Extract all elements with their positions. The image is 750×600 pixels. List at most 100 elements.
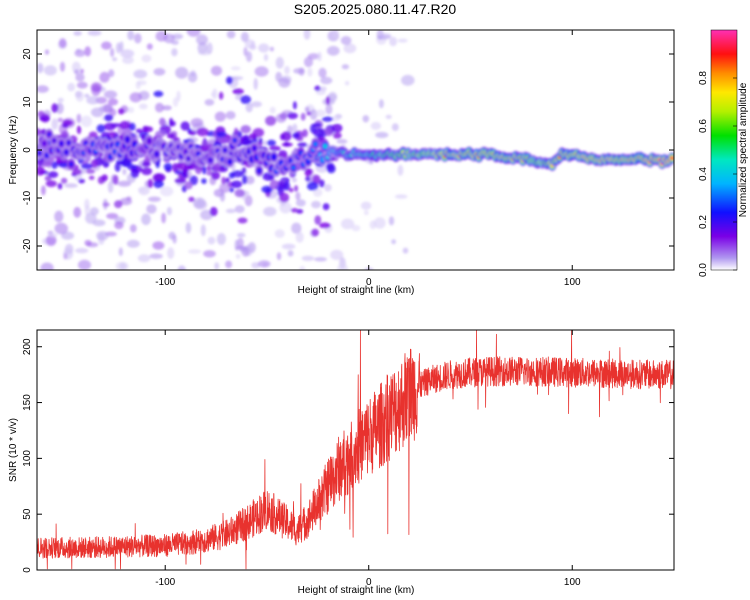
spectrogram-ridge-cell (44, 153, 49, 158)
spectrogram-noise-blob (57, 117, 64, 123)
spectrogram-noise-blob (185, 222, 192, 234)
spectrogram-noise-blob (251, 101, 262, 108)
spectrogram-scatter-blob (241, 167, 247, 174)
spectrogram-noise-blob (59, 61, 66, 72)
spectrogram-noise-blob (122, 168, 127, 176)
spectrogram-scatter-blob (234, 189, 245, 198)
spectrogram-noise-blob (75, 247, 89, 254)
spectrogram-noise-blob (262, 140, 268, 146)
spectrogram-scatter-blob (294, 185, 299, 192)
spectrogram-noise-blob (84, 46, 91, 57)
spectrogram-scatter-blob (48, 171, 59, 179)
spectrogram-noise-blob (309, 109, 318, 121)
spectrogram-noise-blob (351, 224, 361, 232)
spectrogram-noise-blob (225, 260, 233, 269)
spectrogram-scatter-blob (240, 125, 251, 134)
spectrogram-scatter-blob (261, 185, 273, 194)
spectrogram-scatter-blob (196, 127, 209, 137)
spectrogram-noise-blob (126, 239, 140, 248)
spectrogram-ridge-cell (115, 142, 120, 146)
spectrogram-ytick-label: 20 (22, 48, 33, 60)
spectrogram-noise-blob (216, 233, 226, 245)
spectrogram-scatter-blob (141, 167, 153, 176)
spectrogram-noise-blob (54, 222, 69, 235)
spectrogram-noise-blob (102, 202, 111, 207)
spectrogram-scatter-blob (269, 179, 279, 190)
spectrogram-noise-blob (360, 201, 372, 210)
spectrogram-ridge-cell (298, 151, 303, 155)
spectrogram-noise-blob (106, 213, 119, 220)
spectrogram-noise-blob (254, 66, 269, 77)
spectrogram-ridge-cell (125, 137, 130, 142)
spectrogram-noise-blob (171, 40, 179, 45)
spectrogram-noise-blob (172, 97, 179, 107)
spectrogram-noise-blob (279, 201, 292, 214)
colorbar-tick-label: 0.4 (698, 167, 709, 181)
spectrogram-ridge-cell (179, 154, 184, 158)
spectrogram-ridge-cell (132, 142, 137, 146)
spectrogram-noise-blob (258, 43, 270, 53)
spectrogram-noise-blob (146, 43, 153, 50)
spectrogram-scatter-blob (217, 136, 230, 144)
snr-ylabel: SNR (10 * v/v) (8, 418, 19, 482)
spectrogram-noise-blob (118, 247, 123, 257)
spectrogram-xlabel: Height of straight line (km) (298, 285, 415, 296)
spectrogram-noise-blob (119, 197, 132, 206)
spectrogram-scatter-blob (104, 114, 114, 122)
spectrogram-noise-blob (101, 41, 112, 50)
spectrogram-scatter-blob (159, 117, 166, 126)
spectrogram-scatter-blob (60, 177, 68, 184)
spectrogram-scatter-blob (206, 164, 211, 172)
spectrogram-noise-blob (129, 224, 137, 233)
snr-xlabel: Height of straight line (km) (298, 585, 415, 596)
snr-xtick-label: 100 (564, 577, 581, 588)
spectrogram-ridge-cell (186, 156, 191, 161)
spectrogram-noise-blob (37, 62, 44, 74)
spectrogram-ridge-cell (228, 160, 232, 164)
spectrogram-scatter-blob (292, 101, 297, 110)
spectrogram-noise-blob (119, 41, 124, 52)
spectrogram-scatter-blob (180, 121, 190, 131)
spectrogram-scatter-blob (128, 122, 136, 131)
spectrogram-noise-blob (96, 230, 109, 241)
snr-ticks: -100 0 100 0 50 100 150 200 (22, 330, 674, 588)
spectrogram-noise-blob (401, 74, 415, 86)
spectrogram-scatter-blob (237, 217, 248, 224)
spectrogram-scatter-blob (130, 168, 139, 179)
spectrogram-scatter-blob (297, 142, 308, 148)
spectrogram-noise-blob (197, 198, 203, 208)
spectrogram-noise-blob (54, 210, 64, 223)
spectrogram-noise-blob (225, 208, 236, 214)
spectrogram-noise-blob (292, 123, 298, 133)
spectrogram-noise-blob (207, 236, 216, 245)
spectrogram-ridge-cell (247, 149, 252, 154)
spectrogram-noise-blob (245, 51, 253, 63)
spectrogram-noise-blob (134, 33, 142, 44)
spectrogram-noise-blob (107, 181, 114, 194)
spectrogram-noise-blob (45, 234, 57, 246)
spectrogram-noise-blob (244, 195, 253, 207)
spectrogram-scatter-blob (225, 177, 230, 183)
spectrogram-noise-blob (333, 30, 339, 39)
spectrogram-noise-blob (166, 206, 172, 216)
spectrogram-scatter-blob (37, 166, 45, 176)
spectrogram-noise-blob (41, 185, 46, 196)
spectrogram-noise-blob (171, 48, 178, 57)
spectrogram-scatter-blob (249, 133, 257, 140)
spectrogram-scatter-blob (277, 153, 288, 158)
spectrogram-noise-blob (317, 51, 322, 62)
spectrogram-scatter-blob (262, 172, 275, 181)
spectrogram-noise-blob (336, 139, 348, 144)
spectrogram-noise-blob (155, 31, 168, 42)
spectrogram-scatter-blob (242, 174, 248, 185)
spectrogram-noise-blob (253, 77, 258, 90)
snr-ytick-label: 50 (22, 508, 33, 520)
spectrogram-noise-blob (379, 33, 392, 39)
spectrogram-scatter-blob (218, 91, 224, 100)
spectrogram-noise-blob (84, 204, 91, 216)
spectrogram-scatter-blob (187, 163, 197, 170)
spectrogram-scatter-blob (114, 200, 123, 209)
spectrogram-noise-blob (370, 121, 382, 130)
